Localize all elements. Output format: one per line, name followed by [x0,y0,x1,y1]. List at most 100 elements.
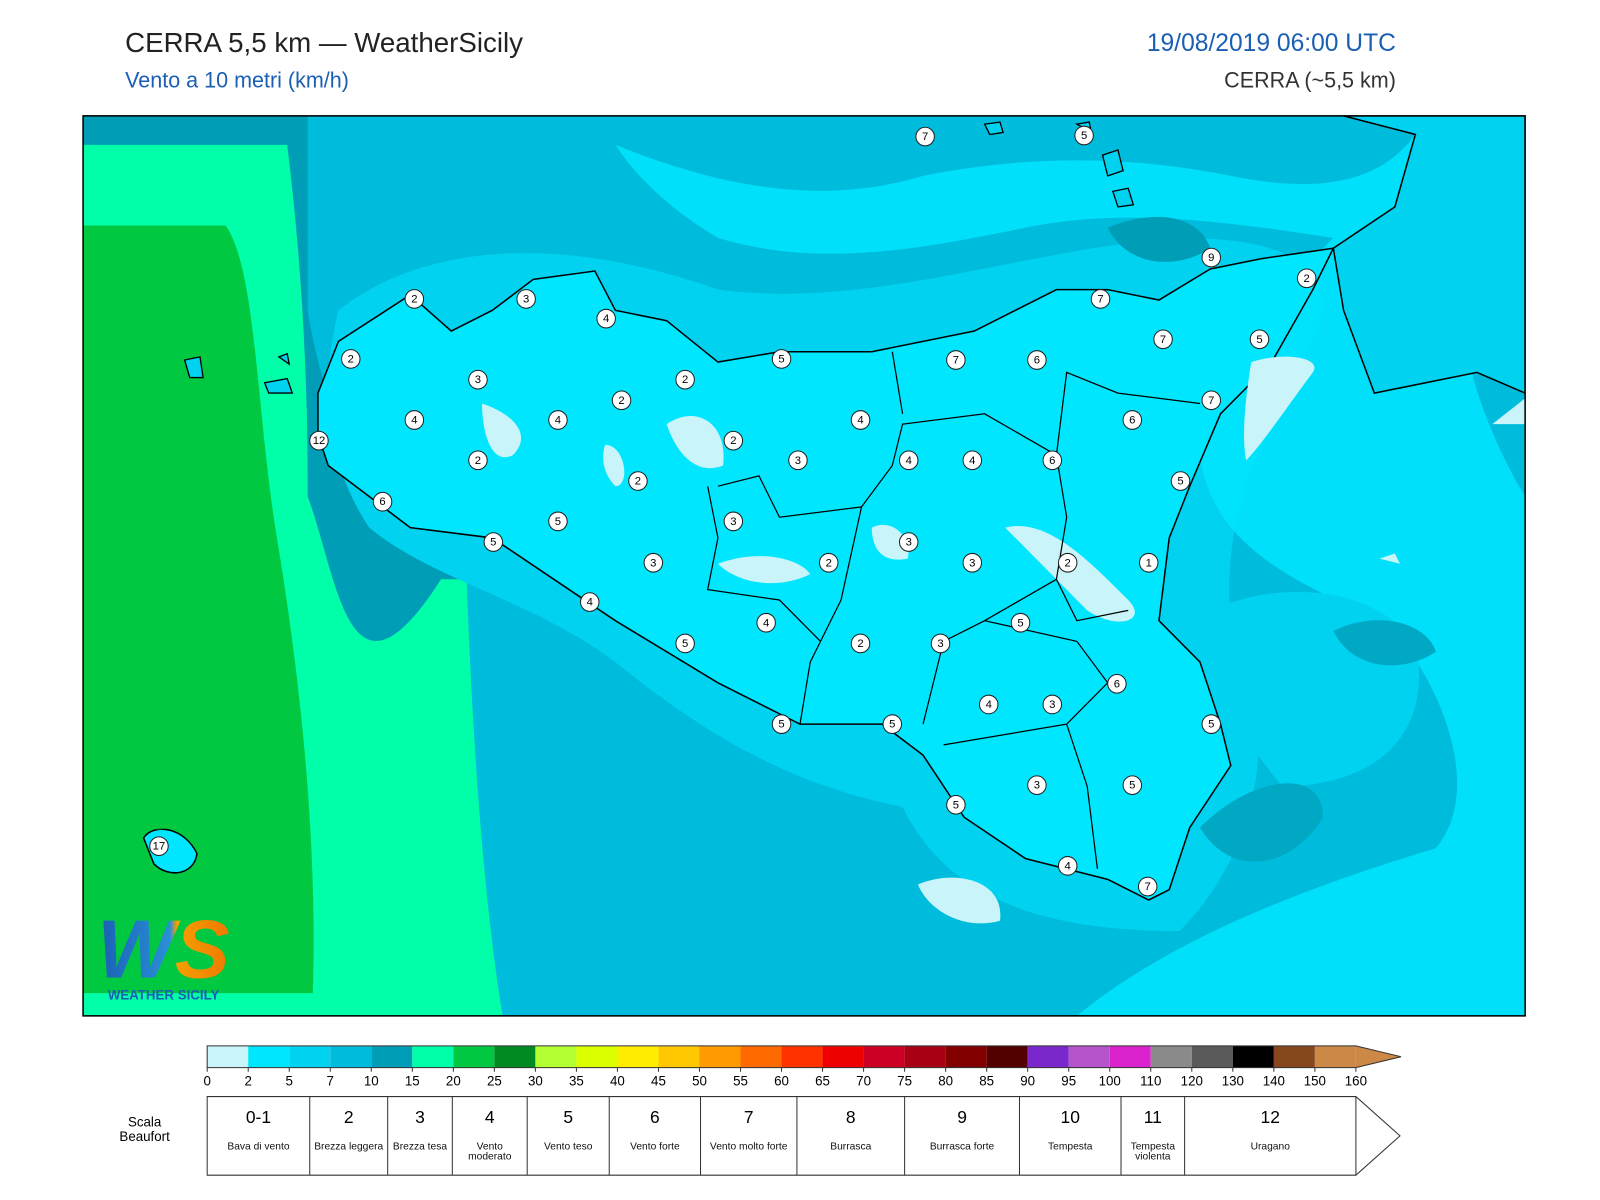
logo-text: WEATHER SICILY [108,987,220,1002]
colorbar-bin [535,1045,577,1068]
station-value: 5 [1017,617,1023,629]
station-marker [850,410,871,430]
island [183,121,1135,394]
beaufort-name-box: Bava di vento [227,1142,290,1153]
colorbar-bin [330,1045,372,1068]
station-value: 2 [348,353,354,365]
colorbar-tick-label: 160 [1345,1074,1367,1089]
colorbar-bin [1191,1045,1233,1068]
station-value: 7 [1160,334,1166,346]
colorbar-bin [699,1045,741,1068]
station-marker [898,450,919,471]
beaufort-force: 7 [744,1107,754,1127]
station-value: 2 [411,293,417,305]
beaufort-name: Uragano [1250,1142,1290,1153]
colorbar-tick-label: 70 [856,1074,871,1089]
station-value: 5 [953,799,959,811]
beaufort-name: Brezza leggera [314,1142,384,1153]
station-marker [675,633,695,654]
colorbar-bin [207,1045,249,1068]
colorbar-tick-label: 50 [692,1074,707,1089]
station-value: 5 [778,719,784,731]
colorbar-tick-label: 15 [405,1074,420,1089]
logo-mark: WS [97,903,229,995]
station-value: 7 [1208,395,1214,407]
colorbar-bin [781,1045,823,1068]
beaufort-name-box: Vento forte [630,1142,680,1153]
station-marker [946,350,966,370]
station-marker [404,289,425,309]
station-value: 4 [603,313,609,325]
colorbar-bin [617,1045,659,1068]
station-marker [404,410,425,430]
station-value: 2 [857,638,863,650]
beaufort-name: Bava di vento [227,1142,290,1153]
station-value: 4 [857,414,863,426]
station-marker [516,289,536,309]
station-value: 5 [778,353,784,365]
station-marker [628,471,648,491]
beaufort-label: Scala Beaufort [119,1114,170,1144]
beaufort-force: 6 [650,1107,660,1127]
colorbar-bin [412,1045,454,1068]
station-value: 1 [1146,557,1152,569]
station-marker [756,612,776,633]
colorbar-tick-label: 7 [327,1074,334,1089]
colorbar-tick-label: 130 [1222,1074,1244,1089]
station-value: 7 [1097,293,1103,305]
wind-zone [83,225,314,994]
station-marker [1057,552,1078,573]
colorbar-outline [206,1045,1402,1069]
station-marker [898,532,919,552]
station-value: 4 [763,617,769,629]
station-value: 6 [379,496,385,508]
station-marker [946,795,966,815]
colorbar-tick-label: 55 [733,1074,748,1089]
station-marker [149,836,169,857]
station-value: 7 [953,354,959,366]
station-value: 6 [1114,678,1120,690]
station-value: 5 [555,516,561,528]
beaufort-name: Burrasca [830,1142,872,1153]
station-value: 4 [906,455,912,467]
calabria [1332,115,1526,394]
colorbar-bin [1068,1045,1110,1068]
beaufort-name-box: Vento molto forte [709,1142,788,1153]
beaufort-force: 4 [485,1107,495,1127]
station-value: 2 [475,455,481,467]
sicily [317,247,1335,901]
colorbar-bin [658,1045,700,1068]
colorbar-tick-label: 75 [897,1074,912,1089]
station-marker [962,450,983,471]
colorbar-tick-label: 2 [244,1074,251,1089]
station-marker [548,511,568,532]
colorbar-tick-label: 90 [1020,1074,1035,1089]
colorbar-tick-label: 95 [1061,1074,1076,1089]
station-value: 3 [795,455,801,467]
station-marker [771,349,792,369]
station-marker [818,552,839,573]
beaufort-force: 11 [1144,1107,1162,1127]
station-marker [850,633,871,654]
station-value: 17 [153,841,166,853]
station-marker [1122,410,1143,430]
station-marker [468,369,488,390]
beaufort-name: Vento molto forte [709,1142,788,1153]
station-value: 2 [1304,273,1310,285]
station-marker [372,491,393,512]
station-value: 2 [682,374,688,386]
station-value: 6 [1034,354,1040,366]
beaufort-scale: Scala Beaufort 0-1 Bava di vento 2 Brezza le… [119,1096,1401,1176]
station-value: 5 [1081,130,1087,142]
beaufort-name: Vento forte [630,1142,680,1153]
colorbar-bin [494,1045,536,1068]
beaufort-name-box: Burrasca forte [930,1142,994,1152]
colorbar-bin [904,1045,946,1068]
station-value: 12 [313,435,326,447]
station-value: 3 [1049,699,1055,711]
beaufort-outline [206,1096,1401,1176]
station-value: 3 [523,293,529,305]
station-marker [915,126,935,147]
station-marker [788,450,808,471]
station-value: 4 [411,414,417,426]
